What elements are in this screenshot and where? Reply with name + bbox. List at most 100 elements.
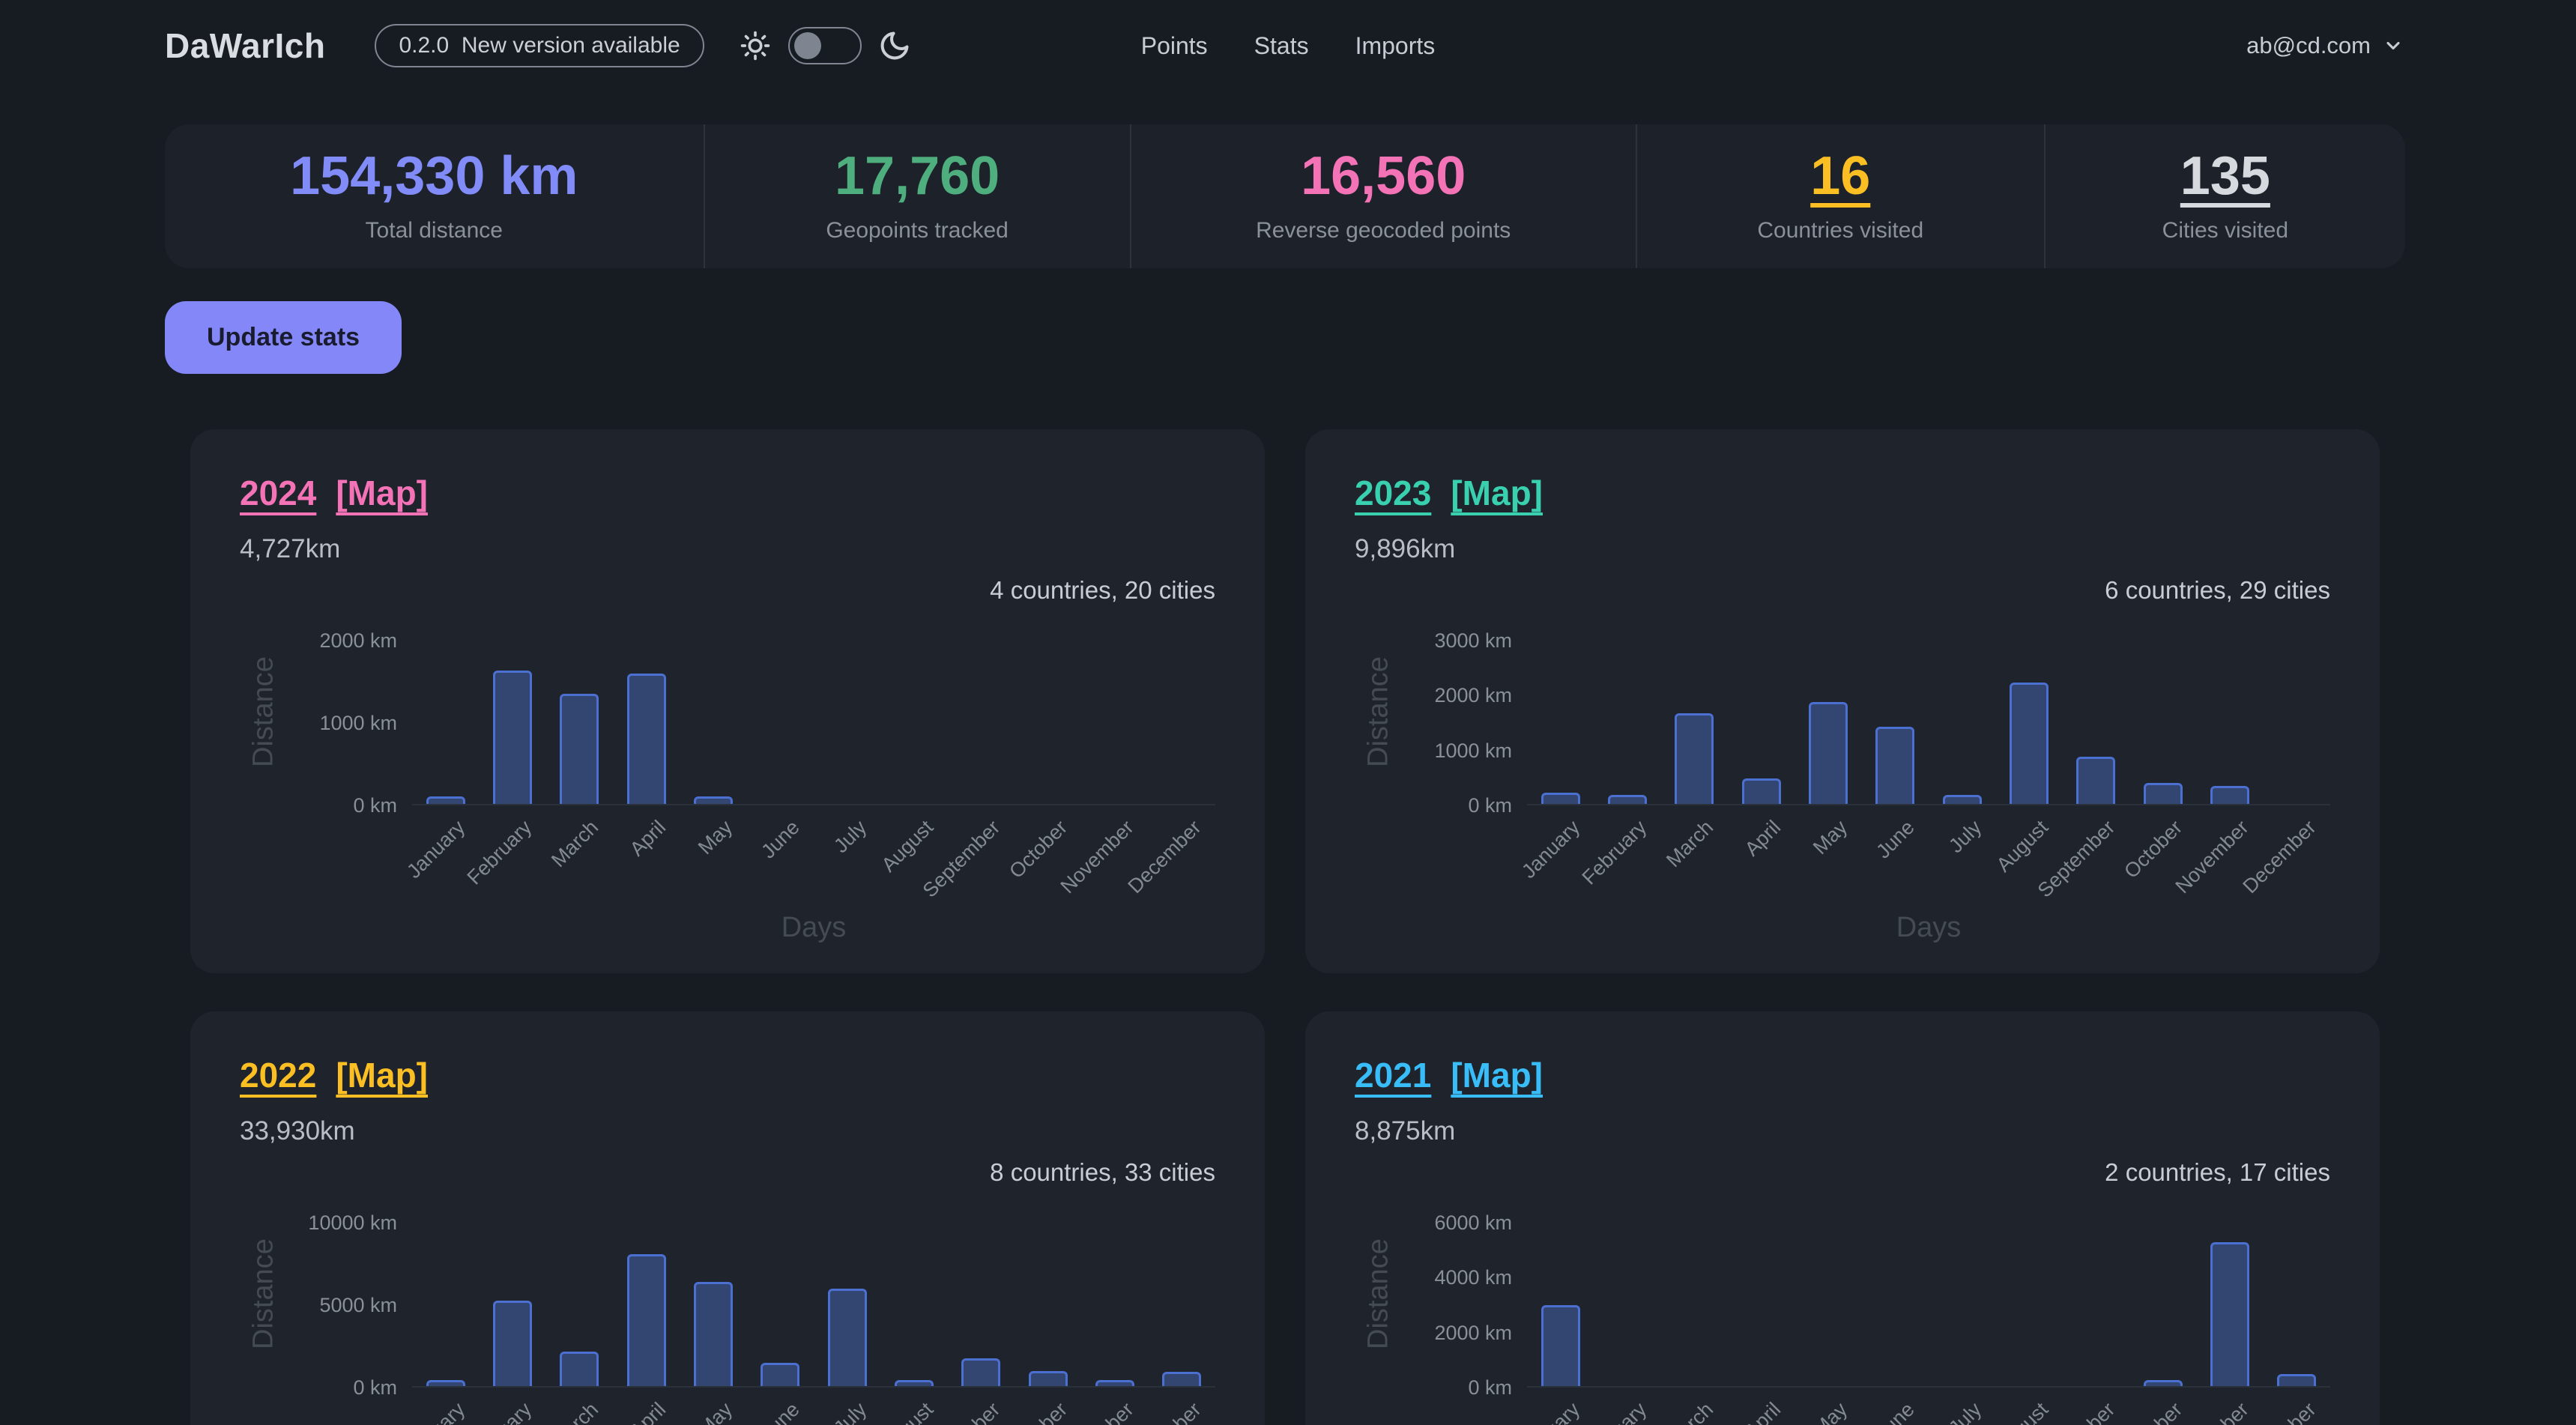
stat-value: 17,760	[834, 146, 1000, 206]
update-stats-button[interactable]: Update stats	[165, 301, 402, 374]
plot-row: 0 km 5000 km 10000 km	[288, 1200, 1215, 1398]
year-card-header: 2023 [Map]	[1355, 473, 2330, 513]
x-tick-label: October	[2120, 1398, 2187, 1425]
year-card-header: 2022 [Map]	[240, 1055, 1215, 1095]
nav-link-imports[interactable]: Imports	[1355, 31, 1436, 59]
nav-link-points[interactable]: Points	[1140, 31, 1208, 59]
bar-july	[827, 1289, 867, 1386]
stat-countries-visited: 16 Countries visited	[1635, 124, 2044, 268]
bar-october	[2143, 783, 2183, 804]
bar-september	[961, 1358, 1001, 1386]
stat-label: Cities visited	[2162, 218, 2289, 243]
x-tick-label: February	[1578, 1398, 1651, 1425]
stat-label: Geopoints tracked	[826, 218, 1009, 243]
monthly-distance-chart: Distance 0 km 5000 km 10000 km JanuaryFebrua…	[240, 1200, 1215, 1425]
bar-december	[2277, 1373, 2317, 1386]
y-tick-label: 0 km	[353, 1376, 397, 1399]
y-tick-label: 0 km	[353, 794, 397, 817]
x-tick-label: May	[693, 816, 737, 859]
x-tick-label: October	[1004, 816, 1071, 883]
version-badge[interactable]: 0.2.0 New version available	[375, 24, 704, 67]
x-tick-label: April	[625, 816, 670, 861]
x-tick-label: January	[402, 1398, 470, 1425]
bar-may	[1809, 701, 1848, 804]
x-tick-label: August	[1992, 1398, 2053, 1425]
stat-reverse-geocoded: 16,560 Reverse geocoded points	[1129, 124, 1636, 268]
stat-total-distance: 154,330 km Total distance	[165, 124, 704, 268]
y-tick-label: 1000 km	[319, 712, 397, 734]
y-tick-label: 4000 km	[1434, 1266, 1512, 1289]
plot-area	[1527, 618, 2330, 805]
x-tick-label: March	[1662, 1398, 1718, 1425]
year-link[interactable]: 2024	[240, 474, 317, 512]
x-tick-label: July	[1944, 816, 1986, 858]
nav-link-stats[interactable]: Stats	[1254, 31, 1309, 59]
y-axis-ticks: 0 km 1000 km 2000 km 3000 km	[1403, 618, 1527, 816]
bar-march	[1675, 713, 1714, 804]
x-tick-label: June	[1871, 1398, 1919, 1425]
bar-february	[493, 1300, 532, 1386]
x-axis-ticks: JanuaryFebruaryMarchAprilMayJuneJulyAugu…	[1517, 1388, 2330, 1425]
countries-cities-summary: 4 countries, 20 cities	[990, 576, 1215, 604]
countries-cities-summary: 2 countries, 17 cities	[2105, 1158, 2330, 1186]
app-logo[interactable]: DaWarIch	[165, 26, 326, 65]
year-card-header: 2021 [Map]	[1355, 1055, 2330, 1095]
y-axis-ticks: 0 km 5000 km 10000 km	[288, 1200, 412, 1398]
y-tick-label: 0 km	[1468, 1376, 1512, 1399]
year-distance: 9,896km	[1355, 534, 1456, 563]
x-tick-label: January	[402, 816, 469, 883]
y-tick-label: 2000 km	[319, 629, 397, 652]
bar-september	[2076, 756, 2116, 804]
plot-area	[412, 618, 1215, 805]
map-link[interactable]: [Map]	[1451, 474, 1543, 512]
stat-cities-link[interactable]: 135	[2180, 146, 2270, 206]
x-tick-label: October	[2119, 816, 2186, 883]
moon-icon	[878, 29, 911, 62]
year-link[interactable]: 2023	[1355, 474, 1432, 512]
plot-row: 0 km 1000 km 2000 km 3000 km	[1403, 618, 2330, 816]
bar-january	[426, 1380, 465, 1386]
x-tick-label: June	[756, 1398, 804, 1425]
year-card: 2022 [Map] 33,930km 8 countries, 33 citi…	[190, 1011, 1265, 1425]
year-distance: 33,930km	[240, 1116, 355, 1146]
year-link[interactable]: 2022	[240, 1056, 317, 1095]
monthly-distance-chart: Distance 0 km 2000 km 4000 km 6000 km January…	[1355, 1200, 2330, 1425]
x-tick-label: August	[1992, 816, 2053, 877]
y-tick-label: 3000 km	[1434, 629, 1512, 652]
bar-october	[2143, 1380, 2183, 1386]
stat-countries-link[interactable]: 16	[1810, 146, 1871, 206]
x-tick-label: March	[1662, 816, 1718, 872]
x-tick-label: March	[547, 1398, 603, 1425]
map-link[interactable]: [Map]	[336, 1056, 428, 1095]
x-axis-title: Days	[1896, 912, 1962, 943]
plot-area	[1527, 1200, 2330, 1388]
bar-april	[626, 1254, 666, 1386]
bar-january	[1541, 1304, 1580, 1386]
map-link[interactable]: [Map]	[336, 474, 428, 512]
bar-october	[1028, 1371, 1068, 1386]
monthly-distance-chart: Distance 0 km 1000 km 2000 km January Februar…	[240, 618, 1215, 944]
map-link[interactable]: [Map]	[1451, 1056, 1543, 1095]
x-tick-label: May	[693, 1398, 737, 1425]
user-menu[interactable]: ab@cd.com	[2246, 32, 2404, 59]
stats-bar: 154,330 km Total distance 17,760 Geopoin…	[165, 124, 2405, 268]
bar-july	[1942, 794, 1982, 804]
bar-january	[426, 796, 465, 804]
y-tick-label: 2000 km	[1434, 1321, 1512, 1344]
monthly-distance-chart: Distance 0 km 1000 km 2000 km 3000 km January…	[1355, 618, 2330, 944]
year-card: 2021 [Map] 8,875km 2 countries, 17 citie…	[1305, 1011, 2380, 1425]
chart-main: 0 km 1000 km 2000 km 3000 km January February…	[1403, 618, 2330, 944]
y-axis-ticks: 0 km 1000 km 2000 km	[288, 618, 412, 816]
chart-main: 0 km 1000 km 2000 km January February March Ap…	[288, 618, 1215, 944]
x-tick-label: October	[1005, 1398, 1072, 1425]
bar-may	[694, 796, 733, 804]
bar-march	[560, 693, 599, 804]
year-link[interactable]: 2021	[1355, 1056, 1432, 1095]
countries-cities-summary: 6 countries, 29 cities	[2105, 576, 2330, 604]
theme-toggle[interactable]	[787, 27, 862, 64]
stat-label: Countries visited	[1757, 218, 1924, 243]
bar-december	[1162, 1372, 1202, 1386]
x-tick-label: June	[1871, 816, 1919, 863]
